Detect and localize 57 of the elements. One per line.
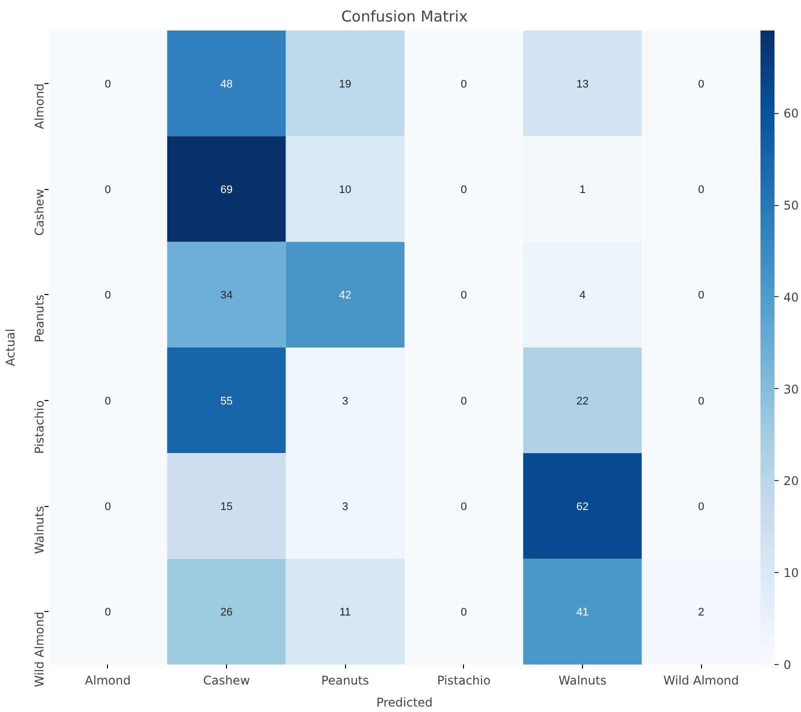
data-label: 10	[339, 184, 352, 196]
data-label: 0	[460, 501, 467, 513]
data-label: 22	[576, 395, 589, 408]
data-label: 13	[576, 78, 589, 90]
y-tick-label: Almond	[32, 83, 46, 130]
y-axis-title: Actual	[4, 328, 18, 366]
data-label: 0	[460, 78, 467, 90]
data-label: 42	[339, 290, 352, 302]
data-label: 0	[104, 184, 111, 196]
data-label: 0	[104, 606, 111, 619]
x-axis-title: Predicted	[376, 696, 433, 710]
data-label: 0	[460, 606, 467, 619]
data-label: 69	[220, 184, 233, 196]
data-label: 26	[220, 606, 233, 619]
y-tick-label: Pistachio	[32, 400, 46, 454]
data-label: 2	[698, 606, 704, 619]
x-tick-label: Pistachio	[437, 674, 491, 688]
color-bar-label: 40	[784, 290, 799, 304]
data-label: 1	[579, 184, 586, 196]
chart-title: Confusion Matrix	[341, 8, 468, 26]
data-label: 0	[698, 184, 704, 196]
y-tick-label: Cashew	[32, 188, 46, 236]
data-label: 55	[220, 395, 233, 408]
data-label: 48	[220, 78, 233, 90]
x-tick-label: Wild Almond	[663, 674, 739, 688]
x-tick-label: Almond	[84, 674, 131, 688]
data-label: 34	[220, 290, 233, 302]
data-label: 41	[576, 606, 589, 619]
data-label: 0	[460, 184, 467, 196]
data-label: 0	[104, 290, 111, 302]
x-tick-label: Walnuts	[558, 674, 606, 688]
y-tick-label: Peanuts	[32, 294, 46, 342]
color-bar-label: 30	[784, 382, 799, 396]
data-label: 0	[698, 501, 704, 513]
color-bar-label: 60	[784, 106, 799, 121]
data-label: 19	[339, 78, 352, 90]
data-label: 15	[220, 501, 233, 513]
x-tick-label: Cashew	[203, 674, 250, 688]
data-label: 0	[104, 501, 111, 513]
x-tick-label: Peanuts	[321, 674, 370, 688]
data-label: 0	[698, 395, 704, 408]
data-label: 0	[104, 395, 111, 408]
data-label: 11	[339, 606, 351, 619]
data-label: 0	[698, 290, 704, 302]
data-label: 0	[460, 290, 467, 302]
color-bar-label: 10	[784, 566, 799, 580]
color-bar-label: 0	[784, 658, 792, 672]
data-label: 0	[698, 78, 704, 90]
data-label: 0	[460, 395, 467, 408]
data-label: 3	[342, 501, 348, 513]
data-label: 3	[342, 395, 348, 408]
data-label: 0	[104, 78, 111, 90]
color-bar-label: 20	[784, 474, 799, 488]
y-tick-label: Walnuts	[32, 506, 46, 554]
data-label: 62	[576, 501, 589, 513]
data-label: 4	[579, 290, 586, 302]
color-bar-label: 50	[784, 198, 799, 213]
